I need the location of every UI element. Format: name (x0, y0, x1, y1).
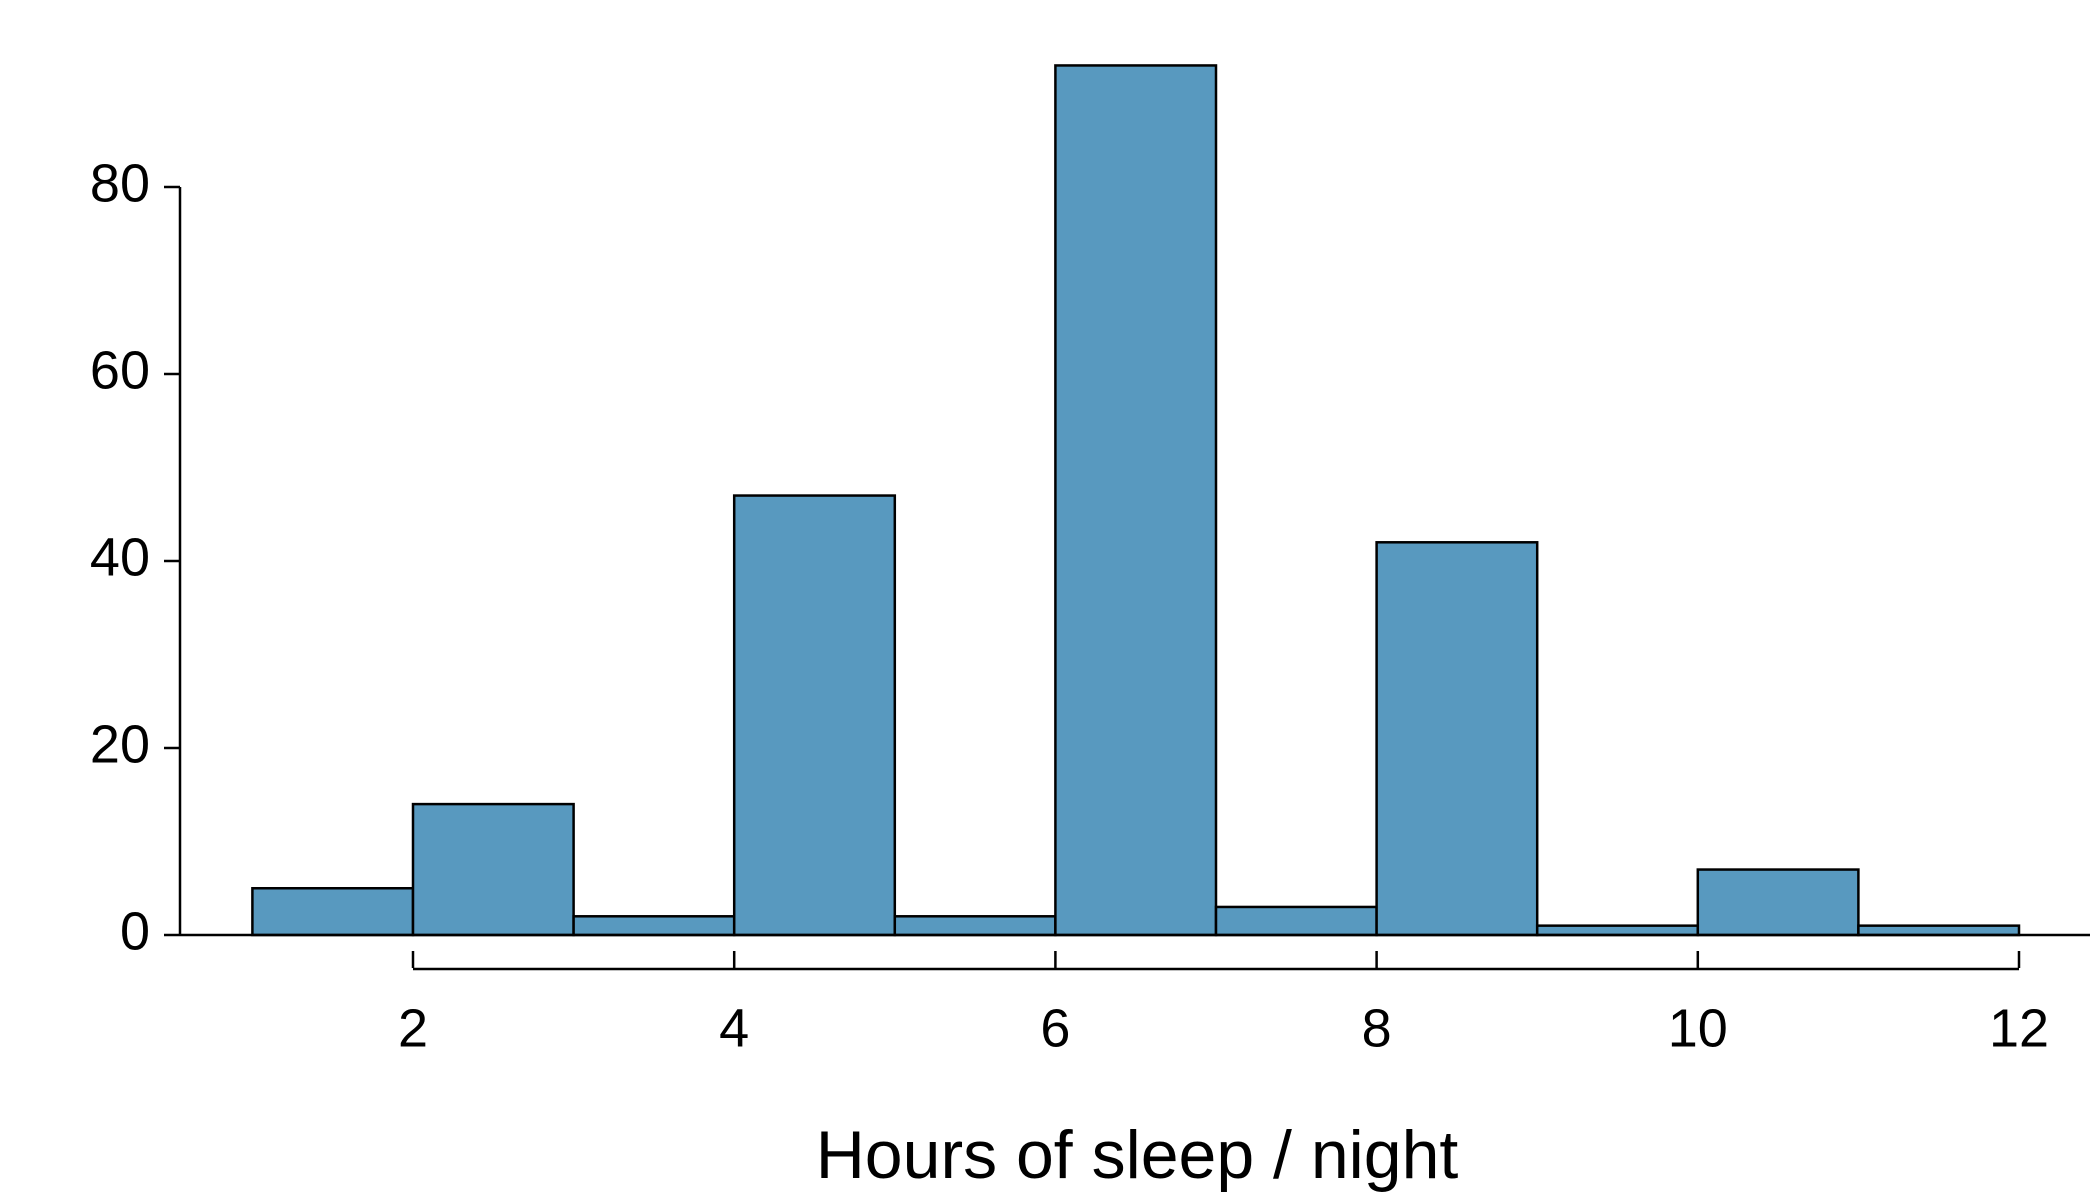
bar (732, 494, 897, 937)
bar (1696, 868, 1860, 937)
y-tick-label: 20 (90, 714, 150, 774)
x-tick-label: 2 (398, 998, 428, 1058)
bar (1857, 924, 2021, 937)
x-tick-label: 4 (719, 998, 749, 1058)
x-tick-label: 10 (1668, 998, 1728, 1058)
x-tick-label: 6 (1040, 998, 1070, 1058)
bar (1054, 64, 1218, 937)
y-tick-label: 80 (90, 153, 150, 213)
bar (251, 887, 415, 937)
y-tick-label: 0 (120, 901, 150, 961)
y-tick-label: 40 (90, 527, 150, 587)
bar (411, 802, 575, 937)
bar (1535, 924, 1700, 937)
bar (572, 915, 736, 937)
bar (1214, 905, 1378, 937)
bar (893, 915, 1057, 937)
bar (1375, 541, 1539, 937)
y-tick-label: 60 (90, 340, 150, 400)
x-tick-label: 8 (1362, 998, 1392, 1058)
x-tick-label: 12 (1989, 998, 2049, 1058)
x-axis-title: Hours of sleep / night (816, 1117, 1459, 1193)
